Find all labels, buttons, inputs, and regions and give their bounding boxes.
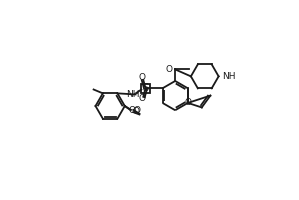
Text: O: O: [139, 73, 146, 82]
Text: O: O: [132, 107, 139, 116]
Text: O: O: [128, 106, 135, 115]
Text: NH: NH: [126, 90, 140, 99]
Text: O: O: [184, 98, 191, 107]
Text: O: O: [133, 106, 140, 115]
Text: O: O: [139, 94, 146, 103]
Bar: [141, 84, 150, 93]
Text: O: O: [165, 65, 173, 74]
Text: NH: NH: [222, 72, 235, 81]
Text: S: S: [143, 83, 149, 93]
